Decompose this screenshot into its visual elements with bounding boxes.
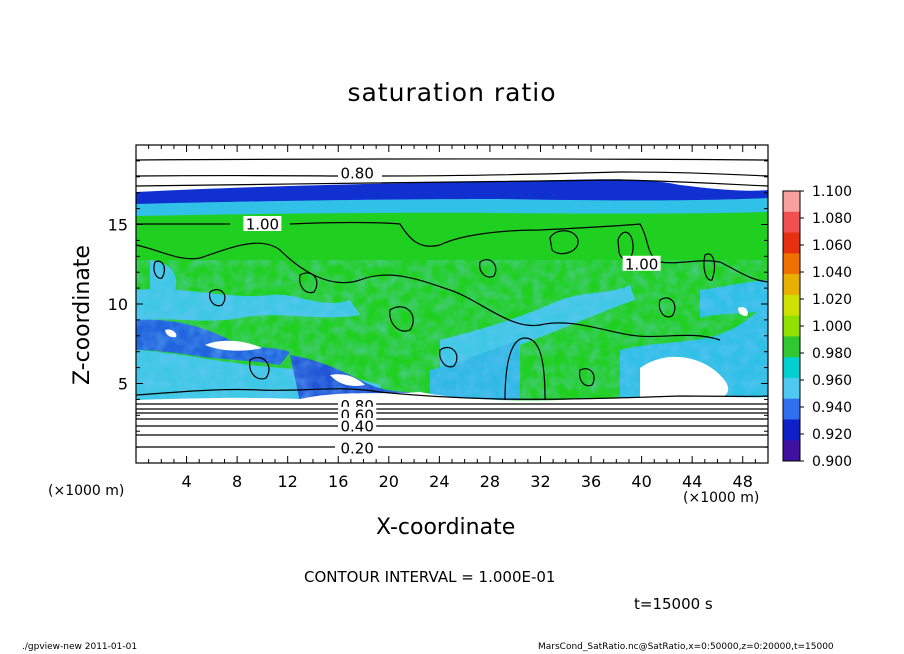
y-axis-label: Z-coordinate (70, 245, 95, 385)
contour-bubble-2 (617, 231, 634, 261)
contour-label-text: 1.00 (246, 216, 279, 234)
contour-label-bg (243, 216, 282, 231)
contour-label: 1.00 (243, 216, 282, 234)
colorbar-swatch (783, 211, 800, 234)
colorbar-swatch (783, 315, 800, 337)
footer-right: MarsCond_SatRatio.nc@SatRatio,x=0:50000,… (538, 642, 834, 652)
contour-label: 1.00 (622, 255, 661, 273)
colorbar-label: 0.960 (812, 373, 852, 389)
y-tick-label: 10 (108, 295, 128, 314)
footer-left: ./gpview-new 2011-01-01 (22, 642, 138, 652)
field-holes (165, 307, 748, 402)
contour-bubble-7 (479, 259, 497, 278)
y-tick-label: 15 (108, 216, 128, 235)
x-axis-unit: (×1000 m) (683, 490, 760, 506)
contour-100-mid (136, 242, 721, 341)
x-tick-label: 44 (682, 472, 702, 491)
contour-label-text: 0.40 (340, 417, 373, 435)
contour-label: 0.40 (338, 417, 377, 435)
colorbar-label: 1.060 (812, 238, 852, 254)
field-upper-blue (136, 179, 768, 204)
colorbar-swatch (783, 419, 800, 441)
x-tick-label: 20 (379, 472, 399, 491)
contour-100-low (136, 388, 768, 400)
x-tick-label: 12 (278, 472, 298, 491)
contour-bubble-4 (209, 289, 226, 307)
x-tick-label: 24 (429, 472, 449, 491)
contour-label-bg (338, 165, 377, 181)
colorbar-label: 0.920 (812, 427, 852, 443)
contour-bubble-6 (389, 306, 414, 332)
colorbar-label: 1.040 (812, 265, 852, 281)
x-tick-label: 36 (581, 472, 601, 491)
x-tick-label: 16 (328, 472, 348, 491)
contour-bubble-8 (579, 368, 595, 387)
contour-upper-3 (136, 179, 768, 187)
time-label: t=15000 s (634, 595, 713, 613)
colorbar-swatch (783, 191, 800, 213)
contour-label-bg (338, 440, 377, 456)
contour-bubble-3 (703, 253, 716, 281)
x-tick-label: 28 (480, 472, 500, 491)
contour-upper-1 (136, 158, 768, 161)
colorbar-label: 0.980 (812, 346, 852, 362)
colorbar-swatch (783, 253, 800, 275)
contour-upper-080 (136, 171, 768, 177)
contour-label-bg (338, 417, 377, 433)
contour-bubble-5 (299, 272, 318, 294)
contour-label: 0.20 (338, 440, 377, 458)
contour-bubble-12 (658, 297, 676, 318)
contour-bubble-10 (249, 357, 270, 380)
field-bottom-white (136, 392, 768, 463)
colorbar-label: 1.020 (812, 292, 852, 308)
x-tick-label: 32 (530, 472, 550, 491)
colorbar-swatch (783, 377, 800, 400)
colorbar-swatch (783, 440, 800, 462)
colorbar-swatch (783, 357, 800, 379)
contour-interval: CONTOUR INTERVAL = 1.000E-01 (304, 568, 556, 586)
contour-label-text: 0.80 (340, 165, 373, 183)
colorbar-swatch (783, 336, 800, 358)
contour-label-bg (622, 255, 661, 271)
contour-label: 0.80 (338, 165, 377, 183)
x-axis-label: X-coordinate (376, 515, 516, 540)
colorbar-label: 1.100 (812, 184, 852, 200)
contour-bubble-1 (549, 230, 579, 255)
contour-lines (136, 158, 768, 448)
colorbar-swatch (783, 294, 800, 317)
x-tick-label: 8 (232, 472, 242, 491)
colorbar-label: 0.940 (812, 400, 852, 416)
chart-title: saturation ratio (347, 78, 557, 107)
colorbar-swatch (783, 398, 800, 420)
colorbar-label: 0.900 (812, 454, 852, 470)
contour-bubble-center (504, 337, 546, 401)
colorbar-swatch (783, 274, 800, 296)
y-tick-label: 5 (118, 375, 128, 394)
contour-label-text: 0.20 (340, 440, 373, 458)
contour-label-text: 1.00 (625, 255, 658, 273)
colorbar-label: 1.080 (812, 211, 852, 227)
x-tick-label: 40 (631, 472, 651, 491)
contour-bubble-11 (439, 346, 458, 368)
x-tick-label: 4 (181, 472, 191, 491)
x-tick-label: 48 (733, 472, 753, 491)
y-axis-unit: (×1000 m) (48, 483, 125, 499)
heatmap-plot (136, 145, 768, 463)
colorbar-swatch (783, 232, 800, 254)
contour-bubble-9 (153, 260, 166, 279)
colorbar-label: 1.000 (812, 319, 852, 335)
colorbar: 1.100 1.080 1.060 1.040 1.020 1.000 0.980 0.960… (782, 184, 852, 470)
